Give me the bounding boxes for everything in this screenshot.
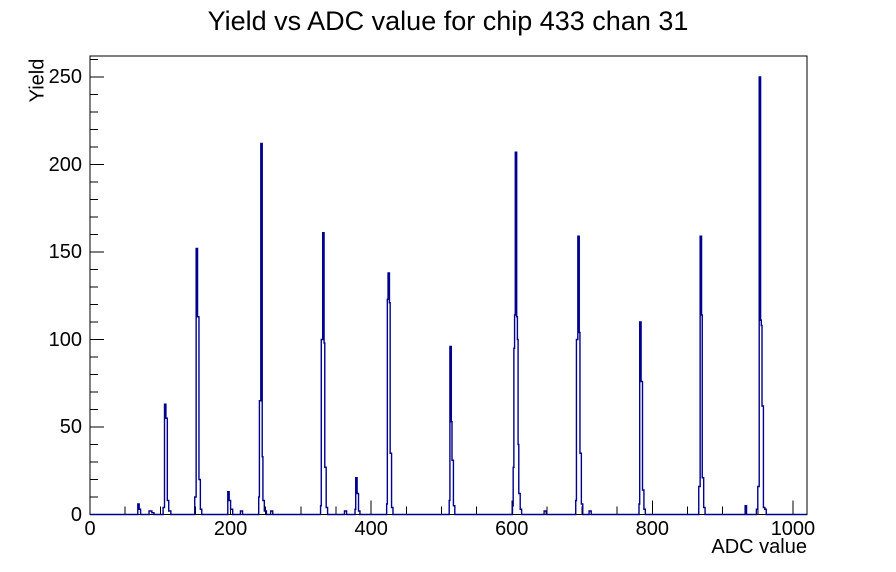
histogram-line: [90, 76, 807, 516]
x-tick-label: 0: [84, 518, 96, 540]
y-tick-label: 0: [70, 503, 82, 526]
y-tick-label: 150: [48, 241, 82, 263]
y-tick-label: 100: [48, 328, 82, 351]
y-tick-label: 250: [48, 66, 82, 88]
y-tick-label: 50: [59, 416, 82, 438]
x-axis-title: ADC value: [711, 536, 807, 558]
x-tick-label: 1000: [770, 518, 816, 540]
x-tick-label: 400: [354, 518, 388, 540]
chart-title: Yield vs ADC value for chip 433 chan 31: [207, 6, 689, 36]
x-tick-label: 800: [635, 518, 670, 540]
x-tick-label: 200: [213, 518, 248, 540]
x-tick-label: 600: [495, 518, 529, 540]
y-tick-label: 200: [48, 153, 82, 176]
